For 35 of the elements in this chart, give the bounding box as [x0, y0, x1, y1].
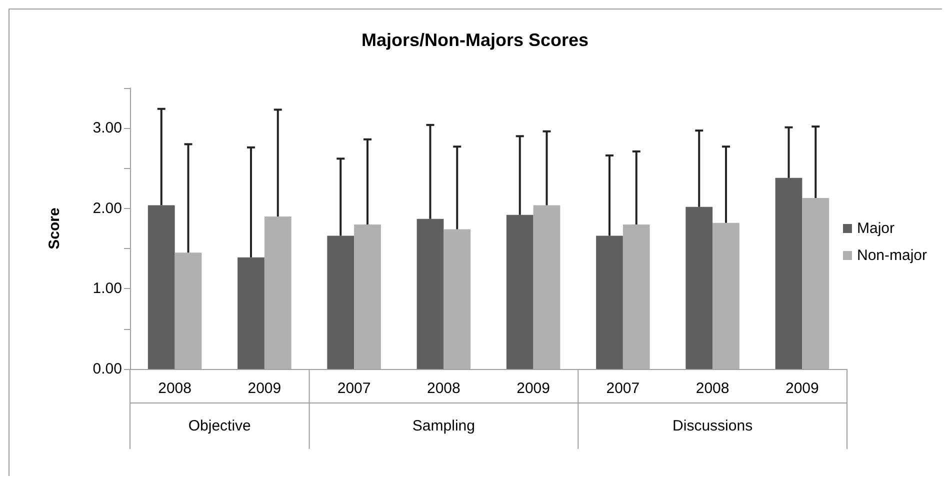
- bar: [712, 222, 740, 369]
- x-tick-label: 2009: [786, 380, 819, 397]
- text: Discussions: [672, 418, 753, 434]
- legend-label: Major: [856, 220, 894, 237]
- y-tick-label: 0.00: [92, 360, 122, 378]
- bar: [148, 205, 175, 369]
- text: Objective: [188, 418, 251, 434]
- bar: [533, 205, 560, 369]
- x-tick-label: 2007: [606, 380, 640, 397]
- x-tick-label: 2008: [427, 380, 460, 397]
- bar: [622, 224, 650, 369]
- bar: [354, 224, 381, 369]
- bar: [174, 252, 202, 369]
- chart-title: Majors/Non-Majors Scores: [361, 30, 589, 50]
- x-tick-label: 2007: [337, 380, 371, 397]
- legend-label: Non-major: [856, 247, 928, 264]
- bar: [444, 229, 471, 369]
- bar: [327, 236, 354, 369]
- x-tick-label: 2008: [696, 380, 730, 397]
- bar: [802, 198, 830, 369]
- bar: [238, 257, 264, 369]
- x-tick-label: 2009: [248, 380, 282, 397]
- bar: [416, 218, 444, 369]
- y-axis-title: Score: [46, 208, 63, 250]
- y-tick-label: 3.00: [92, 120, 122, 137]
- text: Sampling: [412, 418, 475, 434]
- bar: [686, 206, 713, 369]
- bar: [596, 236, 623, 369]
- bar: [506, 214, 534, 369]
- y-tick-label: 2.00: [92, 200, 122, 217]
- x-tick-label: 2009: [516, 380, 550, 397]
- x-tick-label: 2008: [158, 380, 192, 397]
- y-tick-label: 1.00: [92, 280, 122, 298]
- bar: [264, 216, 292, 369]
- bar: [775, 178, 802, 369]
